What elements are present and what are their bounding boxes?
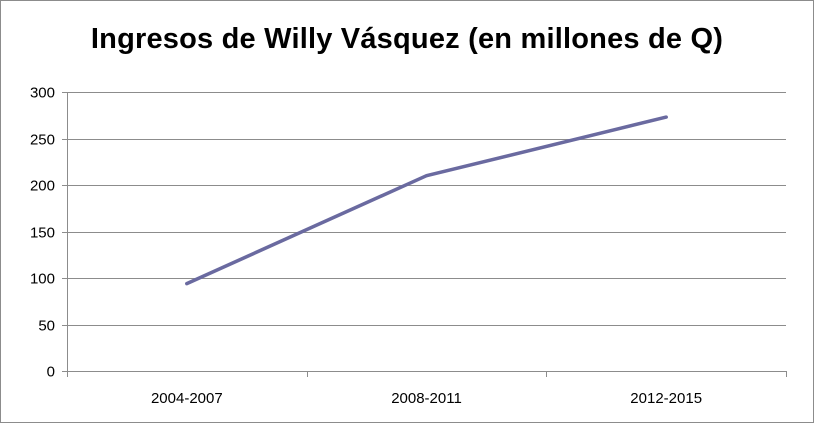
x-tick-label: 2008-2011: [391, 390, 462, 407]
y-tick-label: 250: [30, 132, 55, 149]
y-tick-label: 200: [30, 178, 55, 195]
y-tick-label: 150: [30, 225, 55, 242]
data-point: [425, 174, 428, 178]
chart-title: Ingresos de Willy Vásquez (en millones d…: [90, 23, 724, 55]
x-tick-label: 2004-2007: [151, 390, 223, 407]
x-tick-label: 2012-2015: [630, 390, 702, 407]
series-line: [185, 115, 668, 286]
y-tick-label: 300: [30, 85, 55, 102]
data-point: [185, 282, 189, 286]
data-point: [664, 115, 668, 119]
y-tick-label: 50: [38, 318, 55, 335]
y-tick-label: 100: [30, 271, 55, 288]
y-tick-label: 0: [47, 364, 55, 381]
